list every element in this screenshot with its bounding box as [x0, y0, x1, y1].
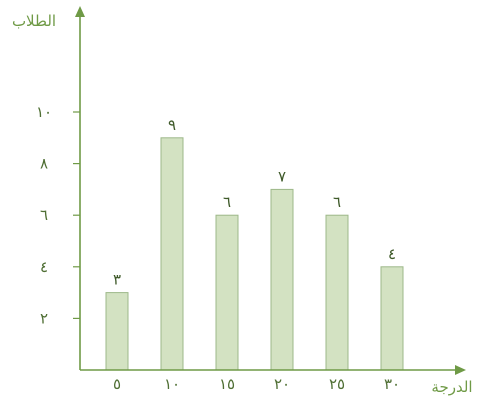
data-labels-group: ٣ ٩ ٦ ٧ ٦ ٤ — [113, 116, 396, 289]
data-label-25: ٦ — [333, 193, 341, 211]
x-ticks-group: ٥ ١٠ ١٥ ٢٠ ٢٥ ٣٠ — [113, 375, 400, 393]
y-tick-label-6: ٦ — [40, 206, 48, 224]
x-tick-label-15: ١٥ — [219, 375, 235, 393]
x-tick-label-25: ٢٥ — [329, 375, 345, 393]
y-tick-label-10: ١٠ — [36, 103, 52, 121]
bar-5 — [105, 292, 129, 371]
y-axis-arrow-icon — [75, 6, 85, 17]
data-label-20: ٧ — [278, 167, 286, 185]
x-axis-arrow-icon — [455, 365, 466, 375]
x-tick-label-5: ٥ — [113, 375, 121, 393]
bar-25 — [325, 214, 349, 371]
bars-group — [105, 137, 404, 371]
y-ticks-group: ٢ ٤ ٦ ٨ ١٠ — [36, 103, 80, 327]
x-tick-label-20: ٢٠ — [274, 375, 290, 393]
bar-20 — [270, 188, 294, 371]
x-tick-label-10: ١٠ — [164, 375, 180, 393]
y-axis-title: الطلاب — [12, 12, 56, 30]
bar-10 — [160, 137, 184, 371]
x-axis-title: الدرجة — [431, 378, 472, 396]
y-tick-label-2: ٢ — [40, 309, 48, 327]
y-tick-label-4: ٤ — [40, 258, 48, 276]
axes-group — [75, 6, 466, 375]
data-label-10: ٩ — [168, 116, 176, 134]
data-label-15: ٦ — [223, 193, 231, 211]
bar-15 — [215, 214, 239, 371]
bar-30 — [380, 266, 404, 371]
y-tick-label-8: ٨ — [40, 155, 48, 173]
data-label-5: ٣ — [113, 271, 121, 289]
data-label-30: ٤ — [388, 245, 396, 263]
x-tick-label-30: ٣٠ — [384, 375, 400, 393]
